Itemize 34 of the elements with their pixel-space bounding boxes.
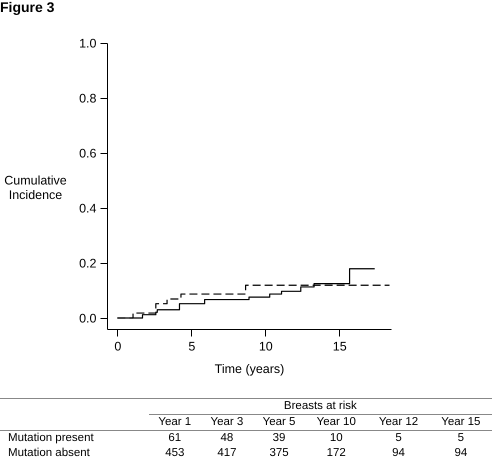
text: 172	[326, 446, 347, 460]
text: 94	[453, 446, 468, 460]
y-tick-label: 0.0	[79, 312, 97, 326]
text: 5	[394, 431, 403, 446]
x-tick-label: 15	[332, 340, 347, 354]
text: Breasts at risk	[148, 398, 492, 414]
text: 94	[391, 446, 406, 460]
text: 417	[216, 446, 238, 460]
x-tick-label: 5	[188, 340, 196, 354]
text: Year 3	[200, 414, 253, 430]
text: Year 1	[148, 414, 201, 430]
text: 5	[456, 431, 466, 446]
y-tick-label: 0.4	[79, 202, 97, 216]
y-tick-label: 0.2	[79, 256, 97, 270]
x-axis-title: Time (years)	[214, 362, 284, 376]
y-axis-title: Cumulative Incidence	[4, 174, 67, 202]
text: 453	[164, 446, 186, 460]
chart-title: Figure 3	[0, 0, 54, 15]
text: Year 5	[252, 414, 306, 430]
text: 10	[328, 431, 344, 446]
text: Year 12	[367, 414, 430, 430]
text: Mutation present	[7, 431, 95, 446]
text: 48	[220, 431, 234, 446]
text: 39	[272, 431, 286, 446]
y-tick-label: 1.0	[79, 36, 97, 50]
text: 61	[167, 431, 182, 446]
x-tick-label: 0	[114, 340, 122, 354]
text: Year 10	[305, 414, 368, 430]
text: Mutation absent	[7, 446, 91, 460]
text: 375	[268, 446, 290, 460]
y-tick-label: 0.6	[79, 146, 97, 160]
y-tick-label: 0.8	[79, 92, 97, 106]
x-tick-label: 10	[258, 340, 273, 354]
text: Year 15	[430, 414, 492, 430]
